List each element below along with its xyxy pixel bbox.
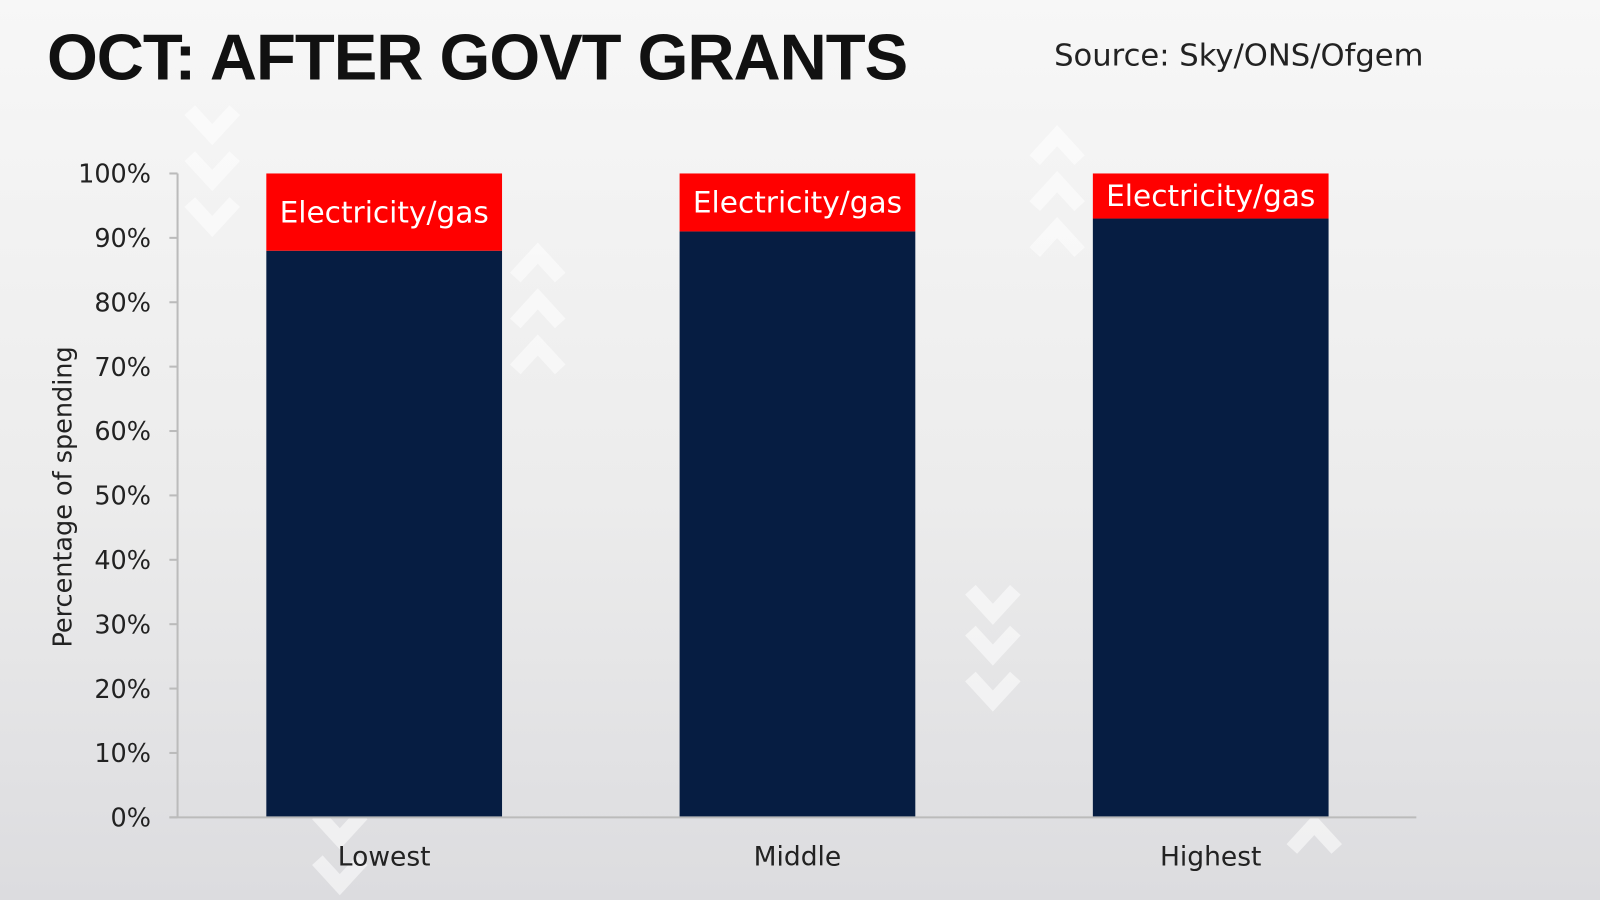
- segment-label: Electricity/gas: [280, 195, 489, 229]
- y-tick-label: 100%: [78, 160, 151, 190]
- bar-segment-electricity-gas: [266, 173, 503, 251]
- y-tick-label: 70%: [94, 353, 151, 383]
- y-tick-label: 30%: [94, 610, 151, 640]
- y-tick-label: 50%: [94, 482, 151, 512]
- chevron-icon: [965, 584, 1021, 625]
- bar-segment-other: [1092, 218, 1329, 818]
- chevron-icon: [1286, 813, 1343, 854]
- chevron-watermark: [184, 105, 1343, 896]
- y-tick-label: 0%: [111, 804, 151, 834]
- chevron-icon: [1029, 216, 1085, 257]
- segment-label: Electricity/gas: [1106, 179, 1315, 213]
- chevron-icon: [965, 671, 1021, 712]
- source-label: Source: Sky/ONS/Ofgem: [1054, 38, 1423, 73]
- y-axis-label: Percentage of spending: [48, 346, 78, 647]
- chevron-icon: [184, 197, 240, 238]
- bar-segment-other: [679, 231, 916, 818]
- y-tick-label: 60%: [94, 417, 151, 447]
- segment-label: Electricity/gas: [693, 186, 902, 220]
- bar-segment-electricity-gas: [1092, 173, 1329, 219]
- chevron-icon: [510, 288, 566, 329]
- chevron-icon: [510, 242, 566, 283]
- chevron-icon: [184, 151, 240, 192]
- x-category-label: Highest: [1160, 841, 1261, 872]
- y-tick-label: 10%: [94, 739, 151, 769]
- bar-segment-electricity-gas: [679, 173, 916, 232]
- y-tick-label: 80%: [94, 288, 151, 318]
- chevron-icon: [184, 105, 240, 146]
- y-tick-label: 20%: [94, 675, 151, 705]
- y-tick-label: 40%: [94, 546, 151, 576]
- chart-title: OCT: AFTER GOVT GRANTS: [47, 21, 907, 94]
- y-tick-label: 90%: [94, 224, 151, 254]
- x-category-label: Lowest: [338, 841, 431, 872]
- chevron-icon: [1029, 171, 1085, 211]
- chevron-icon: [1029, 125, 1085, 166]
- chevron-icon: [312, 855, 368, 896]
- chevron-icon: [510, 334, 566, 375]
- x-category-label: Middle: [754, 841, 842, 872]
- chevron-icon: [312, 809, 368, 850]
- bar-segment-other: [266, 250, 503, 818]
- chevron-icon: [965, 625, 1021, 666]
